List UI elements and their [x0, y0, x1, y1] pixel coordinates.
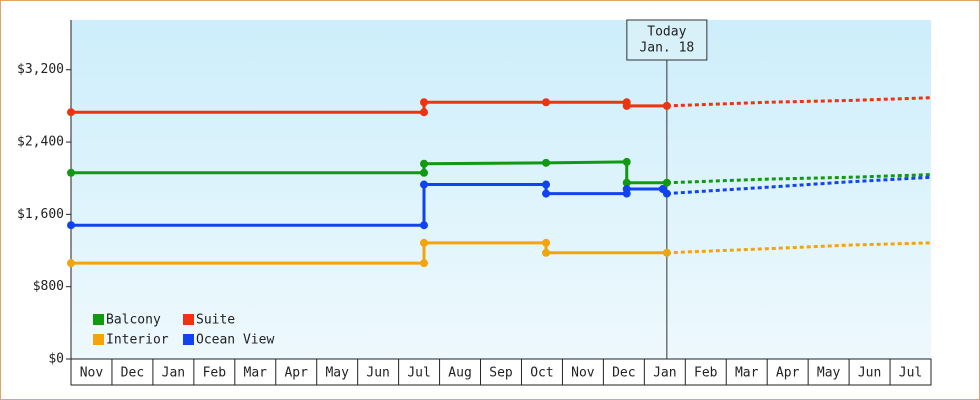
- x-tick-label: Apr: [284, 366, 308, 381]
- y-tick-label: $0: [48, 352, 64, 367]
- price-point: [67, 221, 75, 230]
- forecast-line: [666, 175, 932, 196]
- x-tick-label: Jul: [899, 366, 922, 381]
- price-point: [662, 189, 671, 198]
- today-box: [626, 19, 708, 61]
- legend-swatch: [183, 314, 194, 325]
- price-point: [420, 221, 429, 230]
- price-point: [420, 159, 429, 168]
- price-point: [420, 108, 429, 117]
- x-tick-label: May: [817, 366, 841, 381]
- price-point: [420, 168, 429, 177]
- x-tick-label: May: [325, 366, 349, 381]
- y-tick-label: $800: [33, 279, 64, 294]
- y-tick-label: $3,200: [17, 62, 64, 77]
- forecast-line: [666, 96, 932, 108]
- price-point: [542, 158, 551, 167]
- x-axis-band: [70, 358, 932, 386]
- legend-swatch: [93, 314, 104, 325]
- legend-label: Balcony: [106, 313, 161, 328]
- y-tick-label: $1,600: [17, 207, 64, 222]
- x-tick-label: Oct: [530, 366, 553, 381]
- price-line: [71, 241, 667, 265]
- x-tick-label: Jul: [407, 366, 430, 381]
- price-point: [622, 185, 631, 194]
- x-tick-label: Aug: [448, 366, 471, 381]
- price-point: [420, 180, 429, 189]
- legend-label: Suite: [196, 313, 235, 328]
- legend-label: Interior: [106, 333, 169, 348]
- legend-swatch: [183, 334, 194, 345]
- x-tick-label: Nov: [571, 366, 595, 381]
- plot-area: [71, 20, 931, 359]
- price-point: [67, 168, 75, 177]
- legend-swatch: [93, 334, 104, 345]
- price-point: [662, 101, 671, 110]
- forecast-line: [666, 241, 932, 255]
- today-date: Jan. 18: [639, 41, 694, 56]
- legend-label: Ocean View: [196, 333, 274, 348]
- x-tick-label: Feb: [694, 366, 718, 381]
- price-point: [420, 259, 429, 268]
- price-point: [542, 180, 551, 189]
- price-point: [67, 259, 75, 268]
- price-point: [622, 157, 631, 166]
- x-tick-label: Dec: [612, 366, 635, 381]
- x-tick-label: Jun: [858, 366, 881, 381]
- price-point: [662, 178, 671, 187]
- x-tick-label: Jun: [366, 366, 389, 381]
- price-point: [542, 98, 551, 107]
- price-point: [622, 101, 631, 110]
- x-tick-label: Jan: [653, 366, 676, 381]
- x-tick-label: Sep: [489, 366, 513, 381]
- x-tick-label: Jan: [162, 366, 185, 381]
- x-tick-label: Dec: [121, 366, 144, 381]
- price-point: [542, 248, 551, 257]
- x-tick-label: Nov: [80, 366, 104, 381]
- price-point: [542, 238, 551, 247]
- price-point: [662, 248, 671, 257]
- x-tick-label: Apr: [776, 366, 800, 381]
- x-tick-label: Mar: [244, 366, 268, 381]
- price-point: [420, 98, 429, 107]
- price-point: [420, 238, 429, 247]
- y-tick-label: $2,400: [17, 135, 64, 150]
- price-point: [622, 178, 631, 187]
- today-label: Today: [647, 25, 686, 40]
- forecast-line: [666, 173, 932, 185]
- price-point: [542, 189, 551, 198]
- x-tick-label: Feb: [203, 366, 227, 381]
- x-tick-label: Mar: [735, 366, 759, 381]
- price-point: [67, 108, 75, 117]
